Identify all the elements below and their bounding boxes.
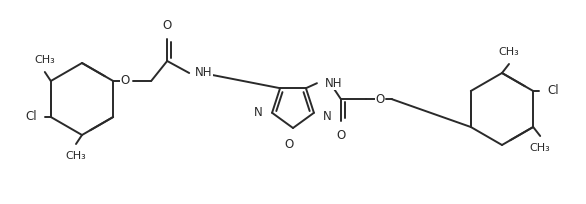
Text: N: N [254,106,263,119]
Text: N: N [323,110,332,123]
Text: CH₃: CH₃ [35,55,55,65]
Text: NH: NH [325,77,342,90]
Text: NH: NH [195,65,213,79]
Text: CH₃: CH₃ [499,47,519,57]
Text: O: O [121,74,130,88]
Text: O: O [284,138,294,151]
Text: CH₃: CH₃ [530,143,551,153]
Text: O: O [375,93,384,106]
Text: O: O [162,19,172,32]
Text: CH₃: CH₃ [66,151,86,161]
Text: O: O [336,129,346,142]
Text: Cl: Cl [25,111,37,123]
Text: Cl: Cl [547,84,559,98]
